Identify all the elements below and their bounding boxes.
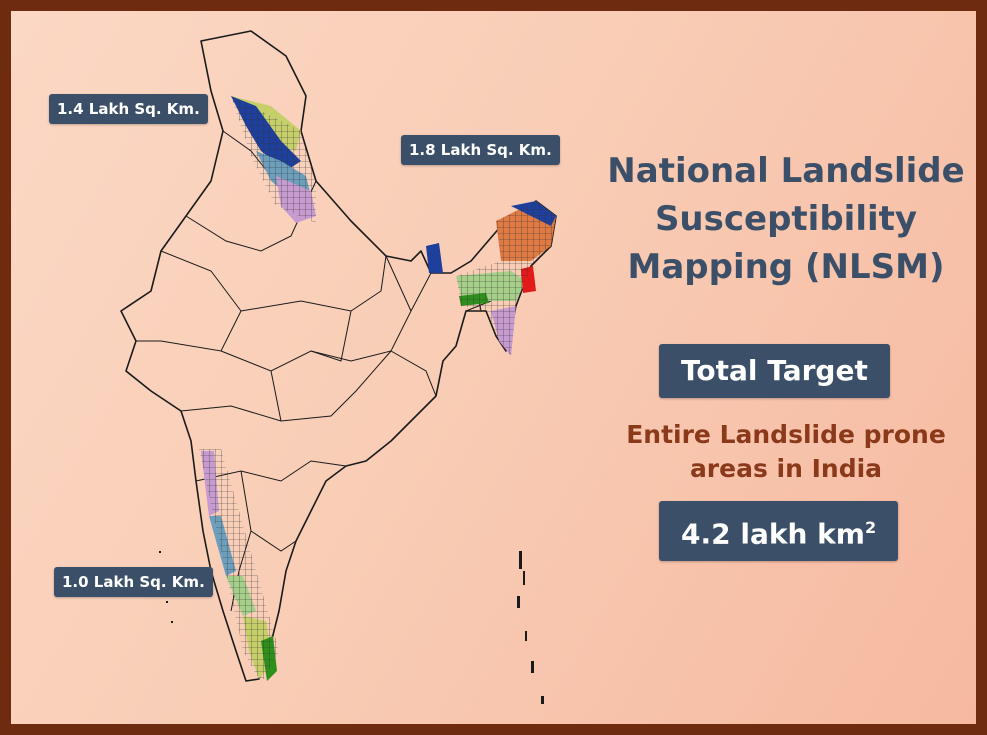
total-area-unit-exponent: 2 <box>864 518 877 537</box>
subtitle-line-1: Entire Landslide prone <box>626 420 946 449</box>
subtitle-line-2: areas in India <box>689 454 883 483</box>
region-label-ne: 1.8 Lakh Sq. Km. <box>401 135 560 165</box>
ne-himalaya-region <box>426 201 556 356</box>
india-map <box>120 30 557 704</box>
target-description: Entire Landslide prone areas in India <box>611 418 961 486</box>
page-title: National Landslide Susceptibility Mappin… <box>601 147 971 291</box>
islands <box>159 551 544 704</box>
region-label-nw: 1.4 Lakh Sq. Km. <box>49 94 208 124</box>
western-ghats-region <box>199 449 279 683</box>
total-area-badge: 4.2 lakh km2 <box>659 501 899 562</box>
total-area-value: 4.2 lakh km <box>681 517 865 551</box>
total-target-badge: Total Target <box>659 344 890 398</box>
title-line-3: Mapping (NLSM) <box>627 247 945 287</box>
region-label-wg: 1.0 Lakh Sq. Km. <box>54 567 213 597</box>
state-boundaries <box>136 130 512 612</box>
title-line-2: Susceptibility <box>654 199 918 239</box>
nw-himalaya-region <box>231 96 316 223</box>
india-outline <box>120 30 557 682</box>
title-line-1: National Landslide <box>607 151 965 191</box>
